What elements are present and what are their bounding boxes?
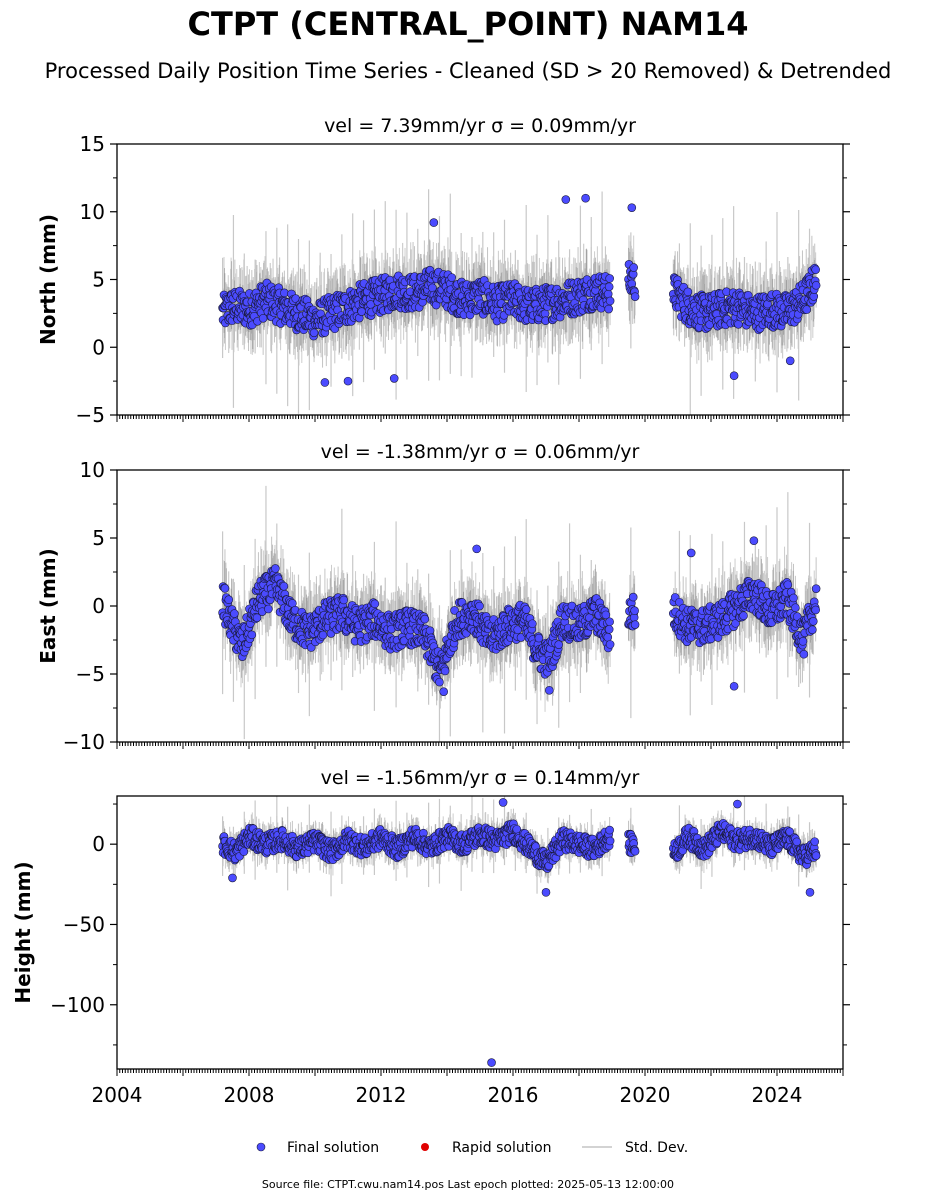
data-point bbox=[605, 274, 614, 283]
data-point bbox=[791, 603, 800, 613]
data-point-outlier bbox=[561, 195, 571, 204]
data-point bbox=[224, 595, 234, 605]
data-point bbox=[425, 626, 435, 635]
data-point bbox=[811, 265, 820, 274]
data-point-outlier bbox=[320, 378, 330, 387]
panel-north: vel = 7.39mm/yr σ = 0.09mm/yr North (mm) −… bbox=[36, 115, 850, 427]
data-point bbox=[628, 592, 638, 602]
data-point bbox=[521, 605, 531, 614]
data-point-outlier bbox=[472, 544, 482, 554]
data-point bbox=[528, 619, 537, 629]
data-point bbox=[811, 584, 821, 593]
data-point bbox=[783, 580, 793, 590]
data-point bbox=[271, 564, 280, 573]
data-point-outlier bbox=[581, 193, 590, 203]
data-point bbox=[309, 328, 319, 338]
data-point bbox=[630, 620, 640, 629]
data-point-outlier bbox=[429, 218, 439, 227]
data-point-outlier bbox=[729, 371, 739, 381]
panel-title: vel = 7.39mm/yr σ = 0.09mm/yr bbox=[324, 115, 636, 137]
y-tick-label: 10 bbox=[80, 200, 105, 224]
data-point bbox=[534, 633, 544, 643]
y-tick-label: 5 bbox=[92, 268, 105, 292]
data-point bbox=[440, 666, 450, 676]
data-point bbox=[731, 619, 740, 628]
data-point bbox=[789, 593, 798, 603]
data-point bbox=[603, 632, 613, 642]
data-point-outlier bbox=[439, 687, 449, 696]
data-point bbox=[808, 625, 817, 635]
data-point bbox=[811, 605, 820, 615]
data-point bbox=[601, 610, 611, 620]
y-tick-label: −10 bbox=[63, 730, 105, 754]
data-point bbox=[605, 296, 615, 306]
data-point-outlier bbox=[785, 356, 795, 366]
figure-subtitle: Processed Daily Position Time Series - C… bbox=[45, 59, 892, 83]
data-point bbox=[475, 601, 484, 611]
data-point bbox=[220, 584, 230, 593]
data-point bbox=[450, 606, 459, 615]
data-point bbox=[252, 613, 262, 623]
panel-title: vel = -1.38mm/yr σ = 0.06mm/yr bbox=[321, 441, 640, 463]
data-point bbox=[604, 282, 614, 292]
data-point bbox=[605, 640, 615, 649]
data-point-outlier bbox=[749, 536, 759, 546]
data-point bbox=[318, 630, 328, 640]
data-point bbox=[630, 606, 639, 616]
figure-title: CTPT (CENTRAL_POINT) NAM14 bbox=[188, 5, 749, 43]
data-point bbox=[554, 640, 564, 649]
data-point-outlier bbox=[389, 374, 399, 383]
panel-east: vel = -1.38mm/yr σ = 0.06mm/yr East (mm) −… bbox=[36, 441, 850, 754]
plot-area bbox=[218, 189, 821, 415]
final-solution-points bbox=[218, 193, 821, 387]
y-axis-label: East (mm) bbox=[36, 548, 60, 664]
data-point bbox=[734, 320, 743, 329]
data-point bbox=[630, 292, 640, 301]
y-tick-label: 0 bbox=[92, 335, 105, 359]
data-point-outlier bbox=[627, 203, 637, 212]
data-point bbox=[339, 595, 349, 605]
final-solution-points bbox=[218, 536, 821, 696]
data-point bbox=[629, 263, 638, 272]
data-point bbox=[683, 287, 693, 297]
data-point-outlier bbox=[686, 548, 696, 558]
data-point bbox=[247, 630, 257, 640]
data-point bbox=[604, 304, 614, 314]
data-point bbox=[264, 604, 273, 614]
data-point bbox=[811, 281, 821, 290]
data-point bbox=[808, 617, 818, 626]
data-point bbox=[370, 599, 380, 609]
data-point-outlier bbox=[343, 376, 353, 386]
data-point bbox=[605, 617, 614, 627]
data-point bbox=[279, 581, 289, 591]
plot-area bbox=[218, 485, 821, 742]
data-point bbox=[280, 288, 289, 298]
data-point-outlier bbox=[544, 686, 554, 695]
data-point bbox=[420, 614, 430, 624]
data-point bbox=[447, 273, 457, 282]
y-tick-label: −5 bbox=[76, 403, 105, 427]
y-tick-label: 15 bbox=[80, 132, 105, 156]
data-point bbox=[604, 625, 614, 634]
data-point-outlier bbox=[729, 681, 739, 691]
data-point bbox=[739, 611, 748, 621]
data-point bbox=[802, 305, 812, 314]
data-point bbox=[435, 677, 444, 687]
data-point bbox=[798, 637, 808, 646]
data-point bbox=[230, 609, 239, 618]
data-point bbox=[799, 649, 809, 659]
y-axis-label: North (mm) bbox=[36, 214, 60, 345]
panels: vel = 7.39mm/yr σ = 0.09mm/yr North (mm) −… bbox=[11, 115, 850, 1107]
